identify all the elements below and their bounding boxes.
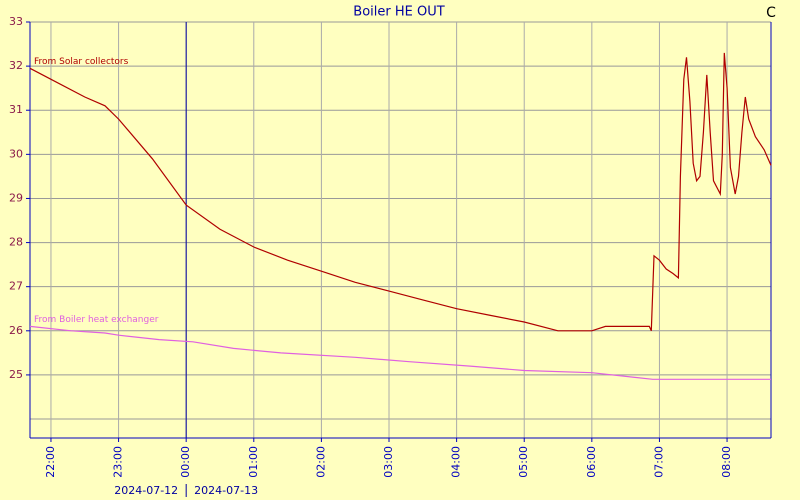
x-tick-label: 02:00 xyxy=(314,446,327,478)
x-tick-label: 00:00 xyxy=(179,446,192,478)
chart-title: Boiler HE OUT xyxy=(353,5,444,20)
series-label: From Solar collectors xyxy=(34,57,129,67)
y-tick-label: 25 xyxy=(9,368,23,381)
x-tick-label: 03:00 xyxy=(382,446,395,478)
x-tick-label: 08:00 xyxy=(720,446,733,478)
y-tick-label: 31 xyxy=(9,103,23,116)
y-tick-label: 29 xyxy=(9,191,23,204)
x-tick-label: 01:00 xyxy=(247,446,260,478)
x-tick-label: 23:00 xyxy=(112,446,125,478)
y-tick-label: 26 xyxy=(9,324,23,337)
x-tick-label: 06:00 xyxy=(585,446,598,478)
x-tick-label: 07:00 xyxy=(652,446,665,478)
series-label: From Boiler heat exchanger xyxy=(34,315,159,325)
x-tick-label: 05:00 xyxy=(517,446,530,478)
y-tick-label: 27 xyxy=(9,280,23,293)
y-tick-label: 28 xyxy=(9,236,23,249)
x-tick-label: 22:00 xyxy=(44,446,57,478)
y-tick-label: 32 xyxy=(9,59,23,72)
date-label: 2024-07-13 xyxy=(194,484,258,497)
y-tick-label: 30 xyxy=(9,147,23,160)
series-line xyxy=(29,325,771,380)
unit-label: C xyxy=(766,5,776,21)
date-label: 2024-07-12 xyxy=(114,484,178,497)
x-tick-label: 04:00 xyxy=(450,446,463,478)
series-line xyxy=(29,52,772,332)
y-tick-label: 33 xyxy=(9,15,23,28)
